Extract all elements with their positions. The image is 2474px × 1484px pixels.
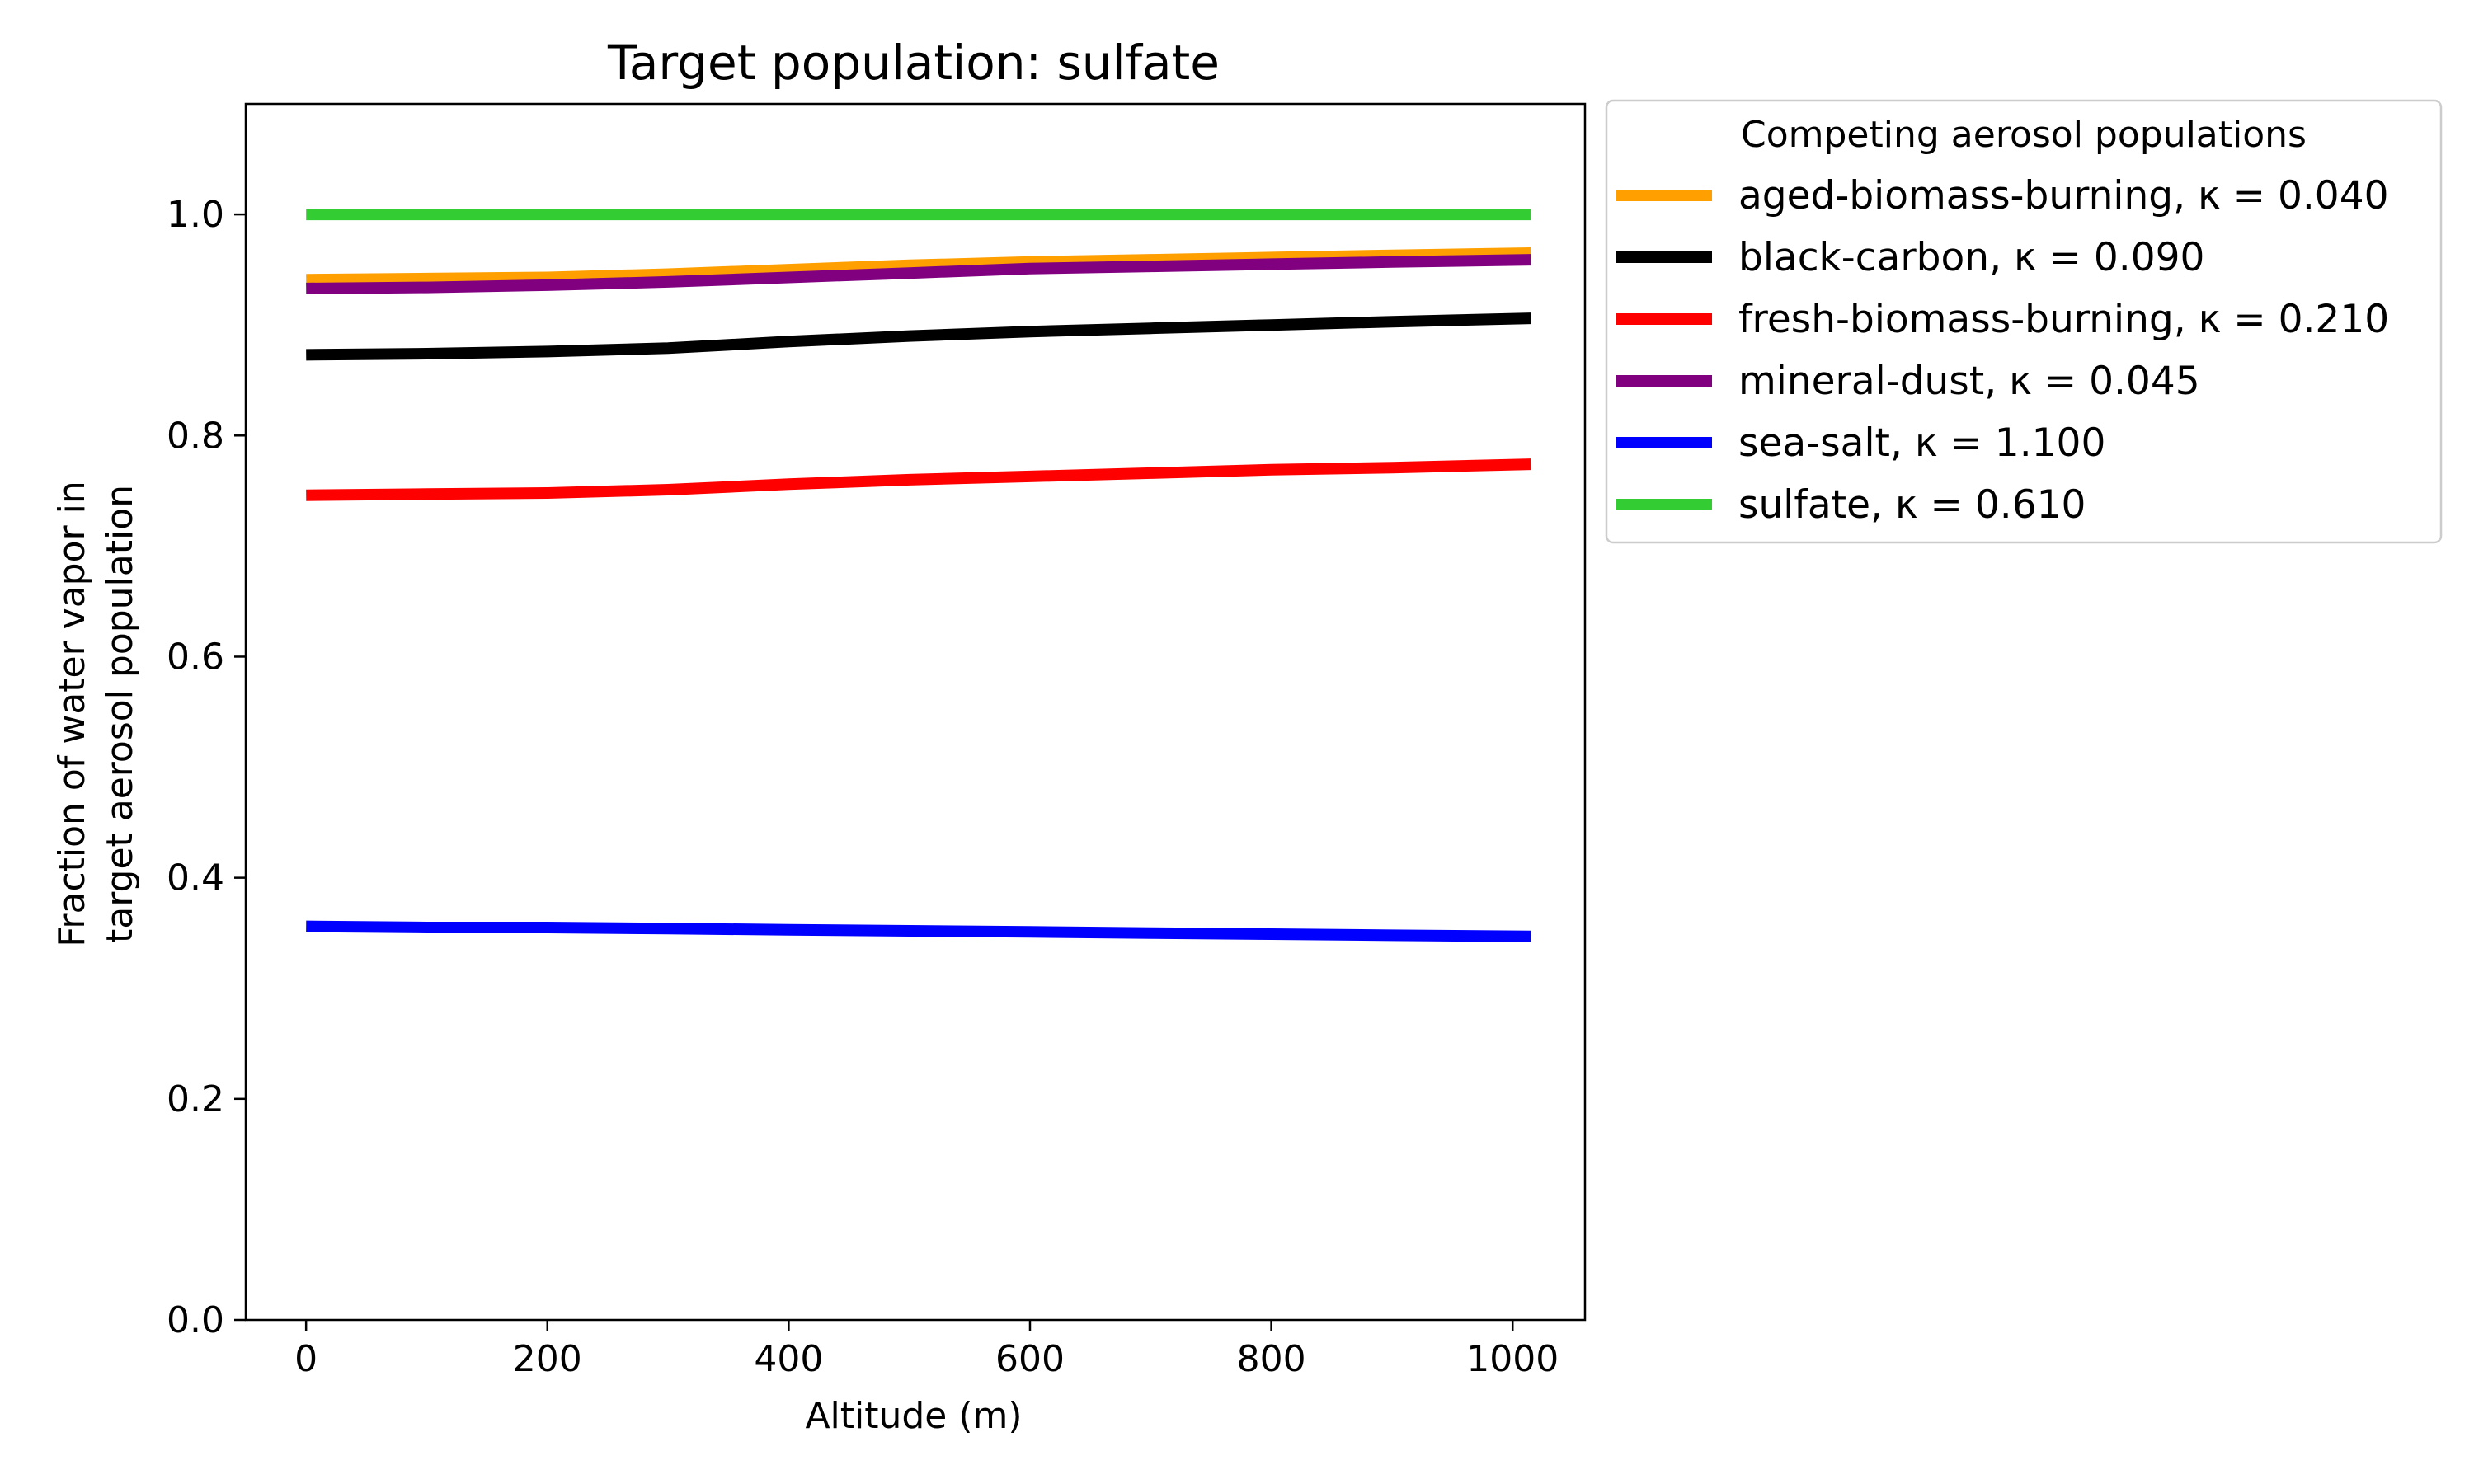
series-line-black-carbon bbox=[306, 312, 1531, 361]
y-axis-label: Fraction of water vapor in target aeroso… bbox=[51, 481, 141, 946]
series-line-aged-biomass-burning bbox=[306, 247, 1531, 286]
x-tick-label: 400 bbox=[754, 1338, 823, 1380]
legend-series-name: black-carbon bbox=[1738, 235, 1989, 280]
x-axis-label: Altitude (m) bbox=[805, 1395, 1022, 1437]
legend-label-fresh-biomass-burning: fresh-biomass-burning, κ = 0.210 bbox=[1738, 297, 2389, 342]
y-axis: 0.0 0.2 0.4 0.6 0.8 1.0 bbox=[167, 194, 246, 1341]
legend-label-black-carbon: black-carbon, κ = 0.090 bbox=[1738, 235, 2204, 280]
plot-frame bbox=[244, 102, 1587, 1322]
chart-title: Target population: sulfate bbox=[607, 35, 1220, 91]
series-line-sea-salt bbox=[306, 920, 1531, 942]
legend-series-name: aged-biomass-burning bbox=[1738, 173, 2173, 218]
legend-kappa-value: 0.045 bbox=[2089, 359, 2200, 404]
legend-kappa-value: 0.610 bbox=[1975, 482, 2086, 528]
legend-label-sea-salt: sea-salt, κ = 1.100 bbox=[1738, 420, 2105, 466]
legend-series-name: sulfate bbox=[1738, 482, 1870, 528]
x-tick-label: 0 bbox=[294, 1338, 317, 1380]
y-axis-label-line-1: Fraction of water vapor in bbox=[51, 481, 93, 946]
legend-kappa-prefix: , κ = bbox=[1984, 359, 2089, 404]
legend-kappa-value: 0.210 bbox=[2279, 297, 2390, 342]
legend: Competing aerosol populations aged-bioma… bbox=[1605, 99, 2443, 544]
y-tick-label: 0.2 bbox=[167, 1078, 224, 1120]
legend-kappa-value: 0.040 bbox=[2278, 173, 2389, 218]
legend-kappa-value: 0.090 bbox=[2094, 235, 2205, 280]
x-tick-label: 1000 bbox=[1466, 1338, 1559, 1380]
y-tick-label: 0.8 bbox=[167, 415, 224, 457]
legend-kappa-prefix: , κ = bbox=[2173, 173, 2278, 218]
legend-label-aged-biomass-burning: aged-biomass-burning, κ = 0.040 bbox=[1738, 173, 2389, 218]
y-tick-label: 0.6 bbox=[167, 636, 224, 678]
legend-title: Competing aerosol populations bbox=[1741, 114, 2307, 156]
y-axis-label-line-2: target aerosol population bbox=[99, 485, 141, 943]
legend-label-mineral-dust: mineral-dust, κ = 0.045 bbox=[1738, 359, 2200, 404]
legend-series-name: sea-salt bbox=[1738, 420, 1890, 466]
series-layer bbox=[306, 209, 1531, 942]
series-line-mineral-dust bbox=[306, 254, 1531, 294]
legend-items: aged-biomass-burning, κ = 0.040black-car… bbox=[1616, 173, 2389, 528]
legend-box bbox=[1605, 99, 2443, 544]
legend-kappa-prefix: , κ = bbox=[2174, 297, 2279, 342]
series-line-fresh-biomass-burning bbox=[306, 458, 1531, 501]
legend-kappa-prefix: , κ = bbox=[1989, 235, 2094, 280]
x-tick-label: 800 bbox=[1237, 1338, 1306, 1380]
legend-label-sulfate: sulfate, κ = 0.610 bbox=[1738, 482, 2086, 528]
legend-series-name: mineral-dust bbox=[1738, 359, 1984, 404]
legend-series-name: fresh-biomass-burning bbox=[1738, 297, 2174, 342]
y-tick-label: 0.0 bbox=[167, 1299, 224, 1341]
x-tick-label: 200 bbox=[513, 1338, 582, 1380]
legend-kappa-prefix: , κ = bbox=[1890, 420, 1995, 466]
y-tick-label: 1.0 bbox=[167, 194, 224, 236]
legend-kappa-prefix: , κ = bbox=[1870, 482, 1975, 528]
y-tick-label: 0.4 bbox=[167, 857, 224, 899]
x-axis: 0 200 400 600 800 1000 bbox=[294, 1320, 1559, 1380]
x-tick-label: 600 bbox=[995, 1338, 1065, 1380]
legend-kappa-value: 1.100 bbox=[1995, 420, 2106, 466]
